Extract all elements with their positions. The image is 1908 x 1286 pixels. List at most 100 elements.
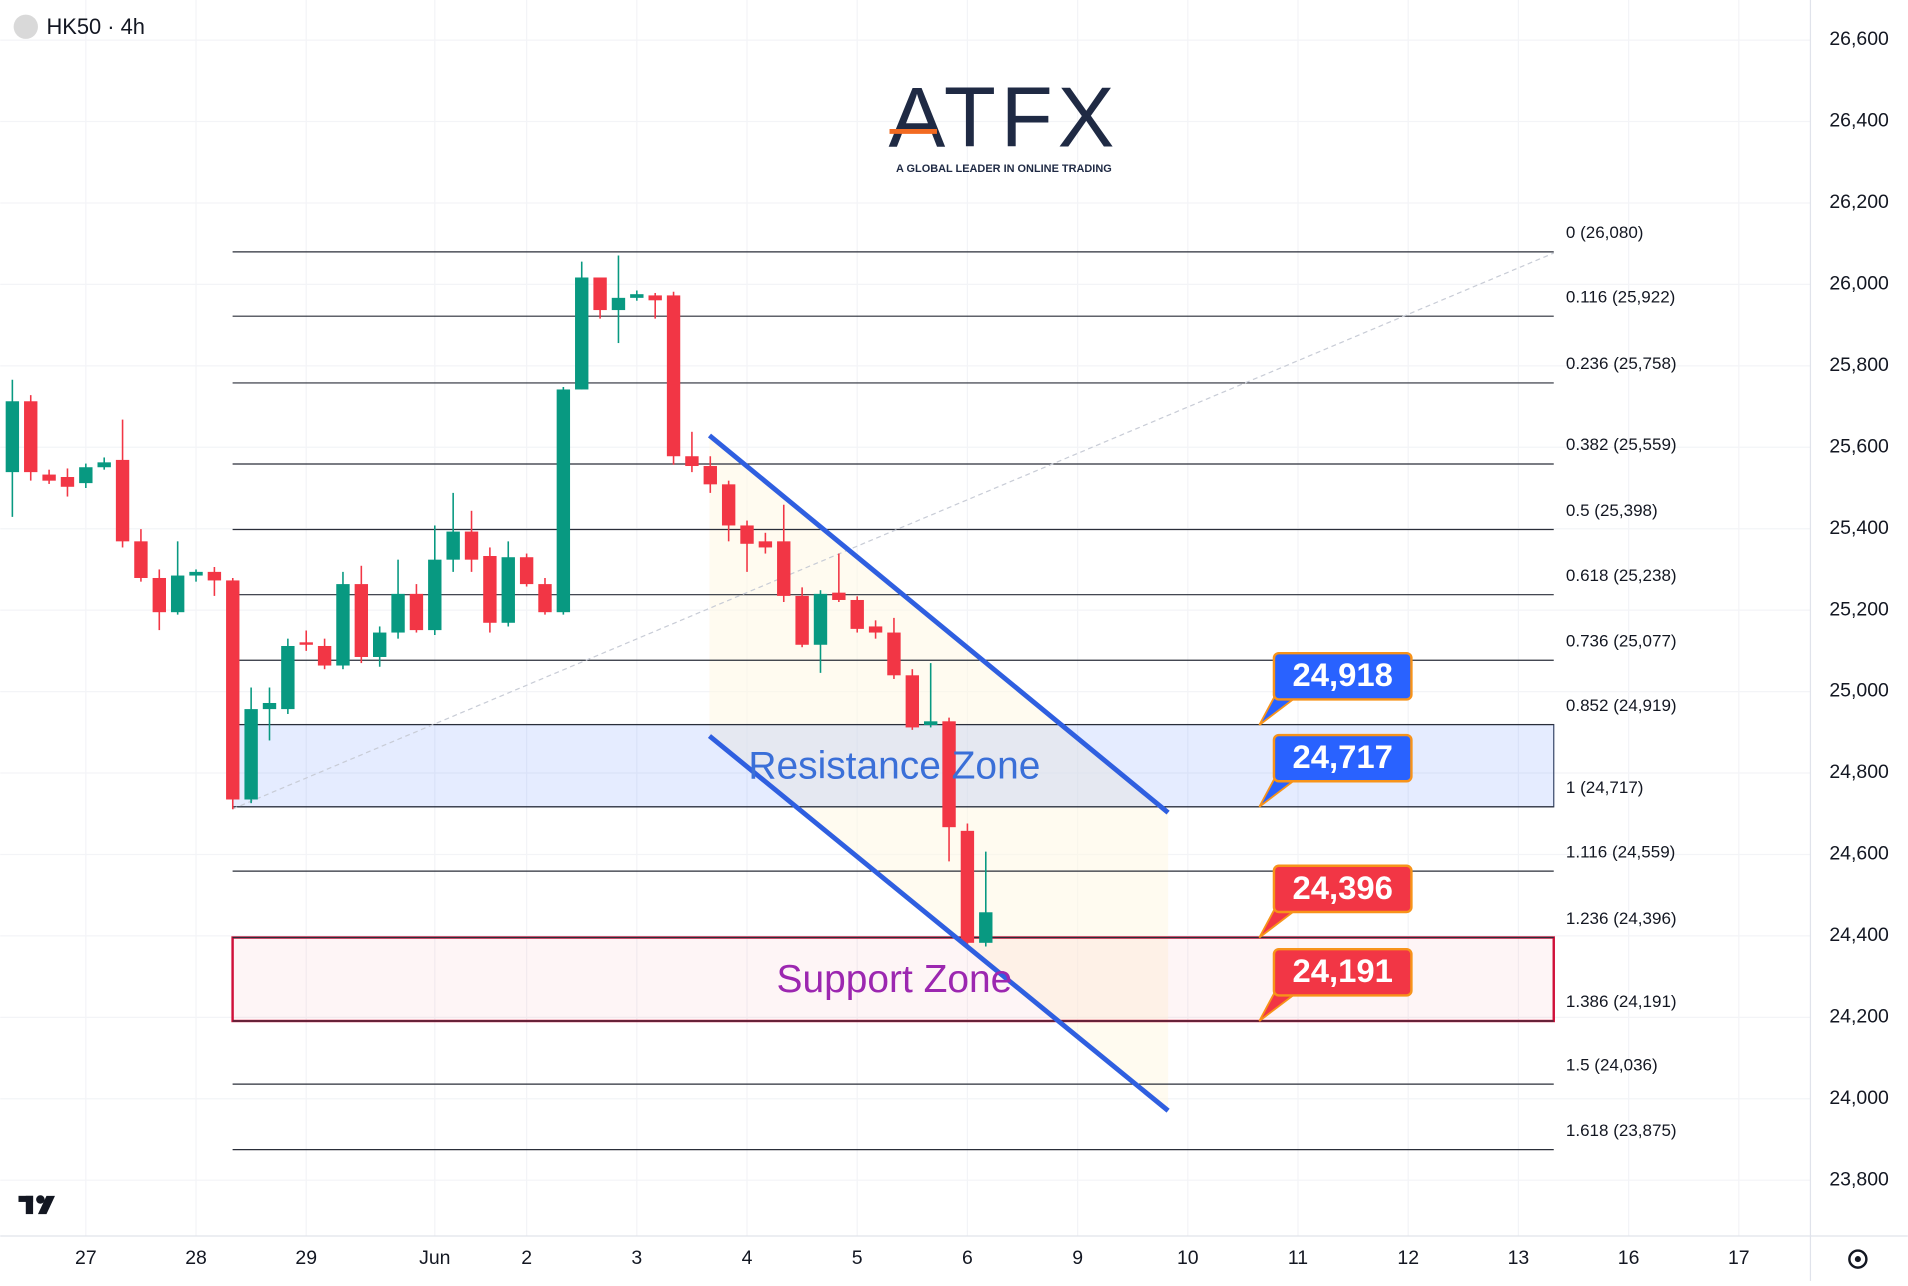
candle-body <box>42 474 56 481</box>
candle-body <box>317 645 332 666</box>
candle-body <box>152 577 166 613</box>
price-tag-label: 24,191 <box>1292 952 1392 989</box>
candle-body <box>170 575 185 613</box>
y-tick-label: 26,600 <box>1829 28 1889 50</box>
x-tick-label: 11 <box>1288 1247 1308 1269</box>
symbol-icon <box>13 14 38 39</box>
y-tick-label: 24,000 <box>1829 1087 1889 1109</box>
candle-body <box>299 642 313 645</box>
x-tick-label: 16 <box>1618 1247 1640 1269</box>
fib-label: 1.618 (23,875) <box>1566 1121 1677 1140</box>
candle-body <box>409 593 424 631</box>
fib-label: 0 (26,080) <box>1566 223 1644 242</box>
candle-body <box>832 592 846 600</box>
x-tick-label: 6 <box>962 1247 973 1269</box>
candle-body <box>446 531 460 560</box>
fib-label: 1.386 (24,191) <box>1566 992 1677 1011</box>
y-tick-label: 25,800 <box>1829 354 1889 376</box>
candle-body <box>373 632 387 657</box>
settings-icon[interactable] <box>1848 1249 1868 1269</box>
candle-body <box>777 541 791 596</box>
x-tick-label: 13 <box>1508 1247 1530 1269</box>
candle-body <box>556 389 571 613</box>
price-tag <box>1272 651 1413 701</box>
candle-body <box>483 556 497 623</box>
candle-body <box>115 459 130 542</box>
candle-body <box>391 593 405 633</box>
fib-label: 0.5 (25,398) <box>1566 501 1658 520</box>
fib-label: 1.116 (24,559) <box>1566 842 1675 861</box>
candle-body <box>960 830 975 943</box>
price-tag <box>1272 733 1413 783</box>
fib-label: 1.5 (24,036) <box>1566 1055 1658 1074</box>
candle-body <box>740 525 754 544</box>
y-tick-label: 26,400 <box>1829 110 1889 132</box>
y-tick-label: 24,600 <box>1829 843 1889 865</box>
candle-body <box>593 277 607 311</box>
logo: ATFX <box>889 71 1120 166</box>
tradingview-logo <box>18 1195 55 1215</box>
fib-label: 0.116 (25,922) <box>1566 287 1675 306</box>
y-tick-label: 25,000 <box>1829 680 1889 702</box>
logo-tagline: A GLOBAL LEADER IN ONLINE TRADING <box>896 163 1112 175</box>
candles <box>5 255 993 947</box>
fib-trend-line <box>232 252 1554 810</box>
y-tick-label: 26,200 <box>1829 191 1889 213</box>
x-tick-label: 9 <box>1072 1247 1083 1269</box>
candle-body <box>795 595 809 645</box>
price-tag-label: 24,396 <box>1292 869 1392 906</box>
x-tick-label: 4 <box>742 1247 753 1269</box>
candle-body <box>97 462 111 468</box>
candle-body <box>685 456 699 467</box>
candle-body <box>24 401 38 473</box>
candle-body <box>648 295 662 301</box>
x-tick-label: 10 <box>1177 1247 1199 1269</box>
candle-body <box>5 401 20 473</box>
candle-body <box>79 467 93 484</box>
price-tag-label: 24,717 <box>1292 738 1392 775</box>
y-tick-label: 25,600 <box>1829 435 1889 457</box>
fib-label: 1 (24,717) <box>1566 778 1644 797</box>
price-tag <box>1272 948 1413 997</box>
y-tick-label: 23,800 <box>1829 1168 1889 1190</box>
overlay: Resistance Zone Support Zone 24,918 24,717 2… <box>748 651 1413 1022</box>
candle-body <box>942 721 956 828</box>
x-tick-label: 2 <box>521 1247 532 1269</box>
x-tick-label: 27 <box>75 1247 97 1269</box>
y-tick-label: 24,200 <box>1829 1005 1889 1027</box>
fib-label: 0.382 (25,559) <box>1566 435 1677 454</box>
candle-body <box>905 675 920 728</box>
candle-body <box>428 559 442 631</box>
candle-body <box>575 277 589 390</box>
channel-upper <box>707 433 1170 815</box>
zone-label: Support Zone <box>777 958 1013 1001</box>
candle-body <box>721 484 736 526</box>
candle-body <box>60 477 75 487</box>
fib-label: 0.236 (25,758) <box>1566 354 1677 373</box>
symbol-title: HK50 · 4h <box>46 14 145 39</box>
candle-body <box>501 557 515 623</box>
candle-body <box>134 541 148 578</box>
grid <box>0 0 1811 1236</box>
y-tick-label: 25,400 <box>1829 517 1889 539</box>
candle-body <box>850 599 864 629</box>
candle-body <box>262 702 277 710</box>
fib-label: 0.618 (25,238) <box>1566 566 1677 585</box>
fib-label: 1.236 (24,396) <box>1566 909 1677 928</box>
candle-body <box>519 557 534 585</box>
candle-body <box>611 297 626 311</box>
fib-label: 0.852 (24,919) <box>1566 696 1677 715</box>
x-tick-label: Jun <box>419 1247 450 1269</box>
candle-body <box>630 294 644 298</box>
y-tick-label: 26,000 <box>1829 273 1889 295</box>
y-tick-label: 25,200 <box>1829 598 1889 620</box>
candle-body <box>813 593 828 645</box>
candle-body <box>666 295 681 457</box>
candle-body <box>226 580 240 800</box>
fib-label: 0.736 (25,077) <box>1566 631 1677 650</box>
candle-body <box>758 541 773 548</box>
y-tick-label: 24,800 <box>1829 761 1889 783</box>
y-tick-label: 24,400 <box>1829 924 1889 946</box>
candle-body <box>207 571 222 581</box>
